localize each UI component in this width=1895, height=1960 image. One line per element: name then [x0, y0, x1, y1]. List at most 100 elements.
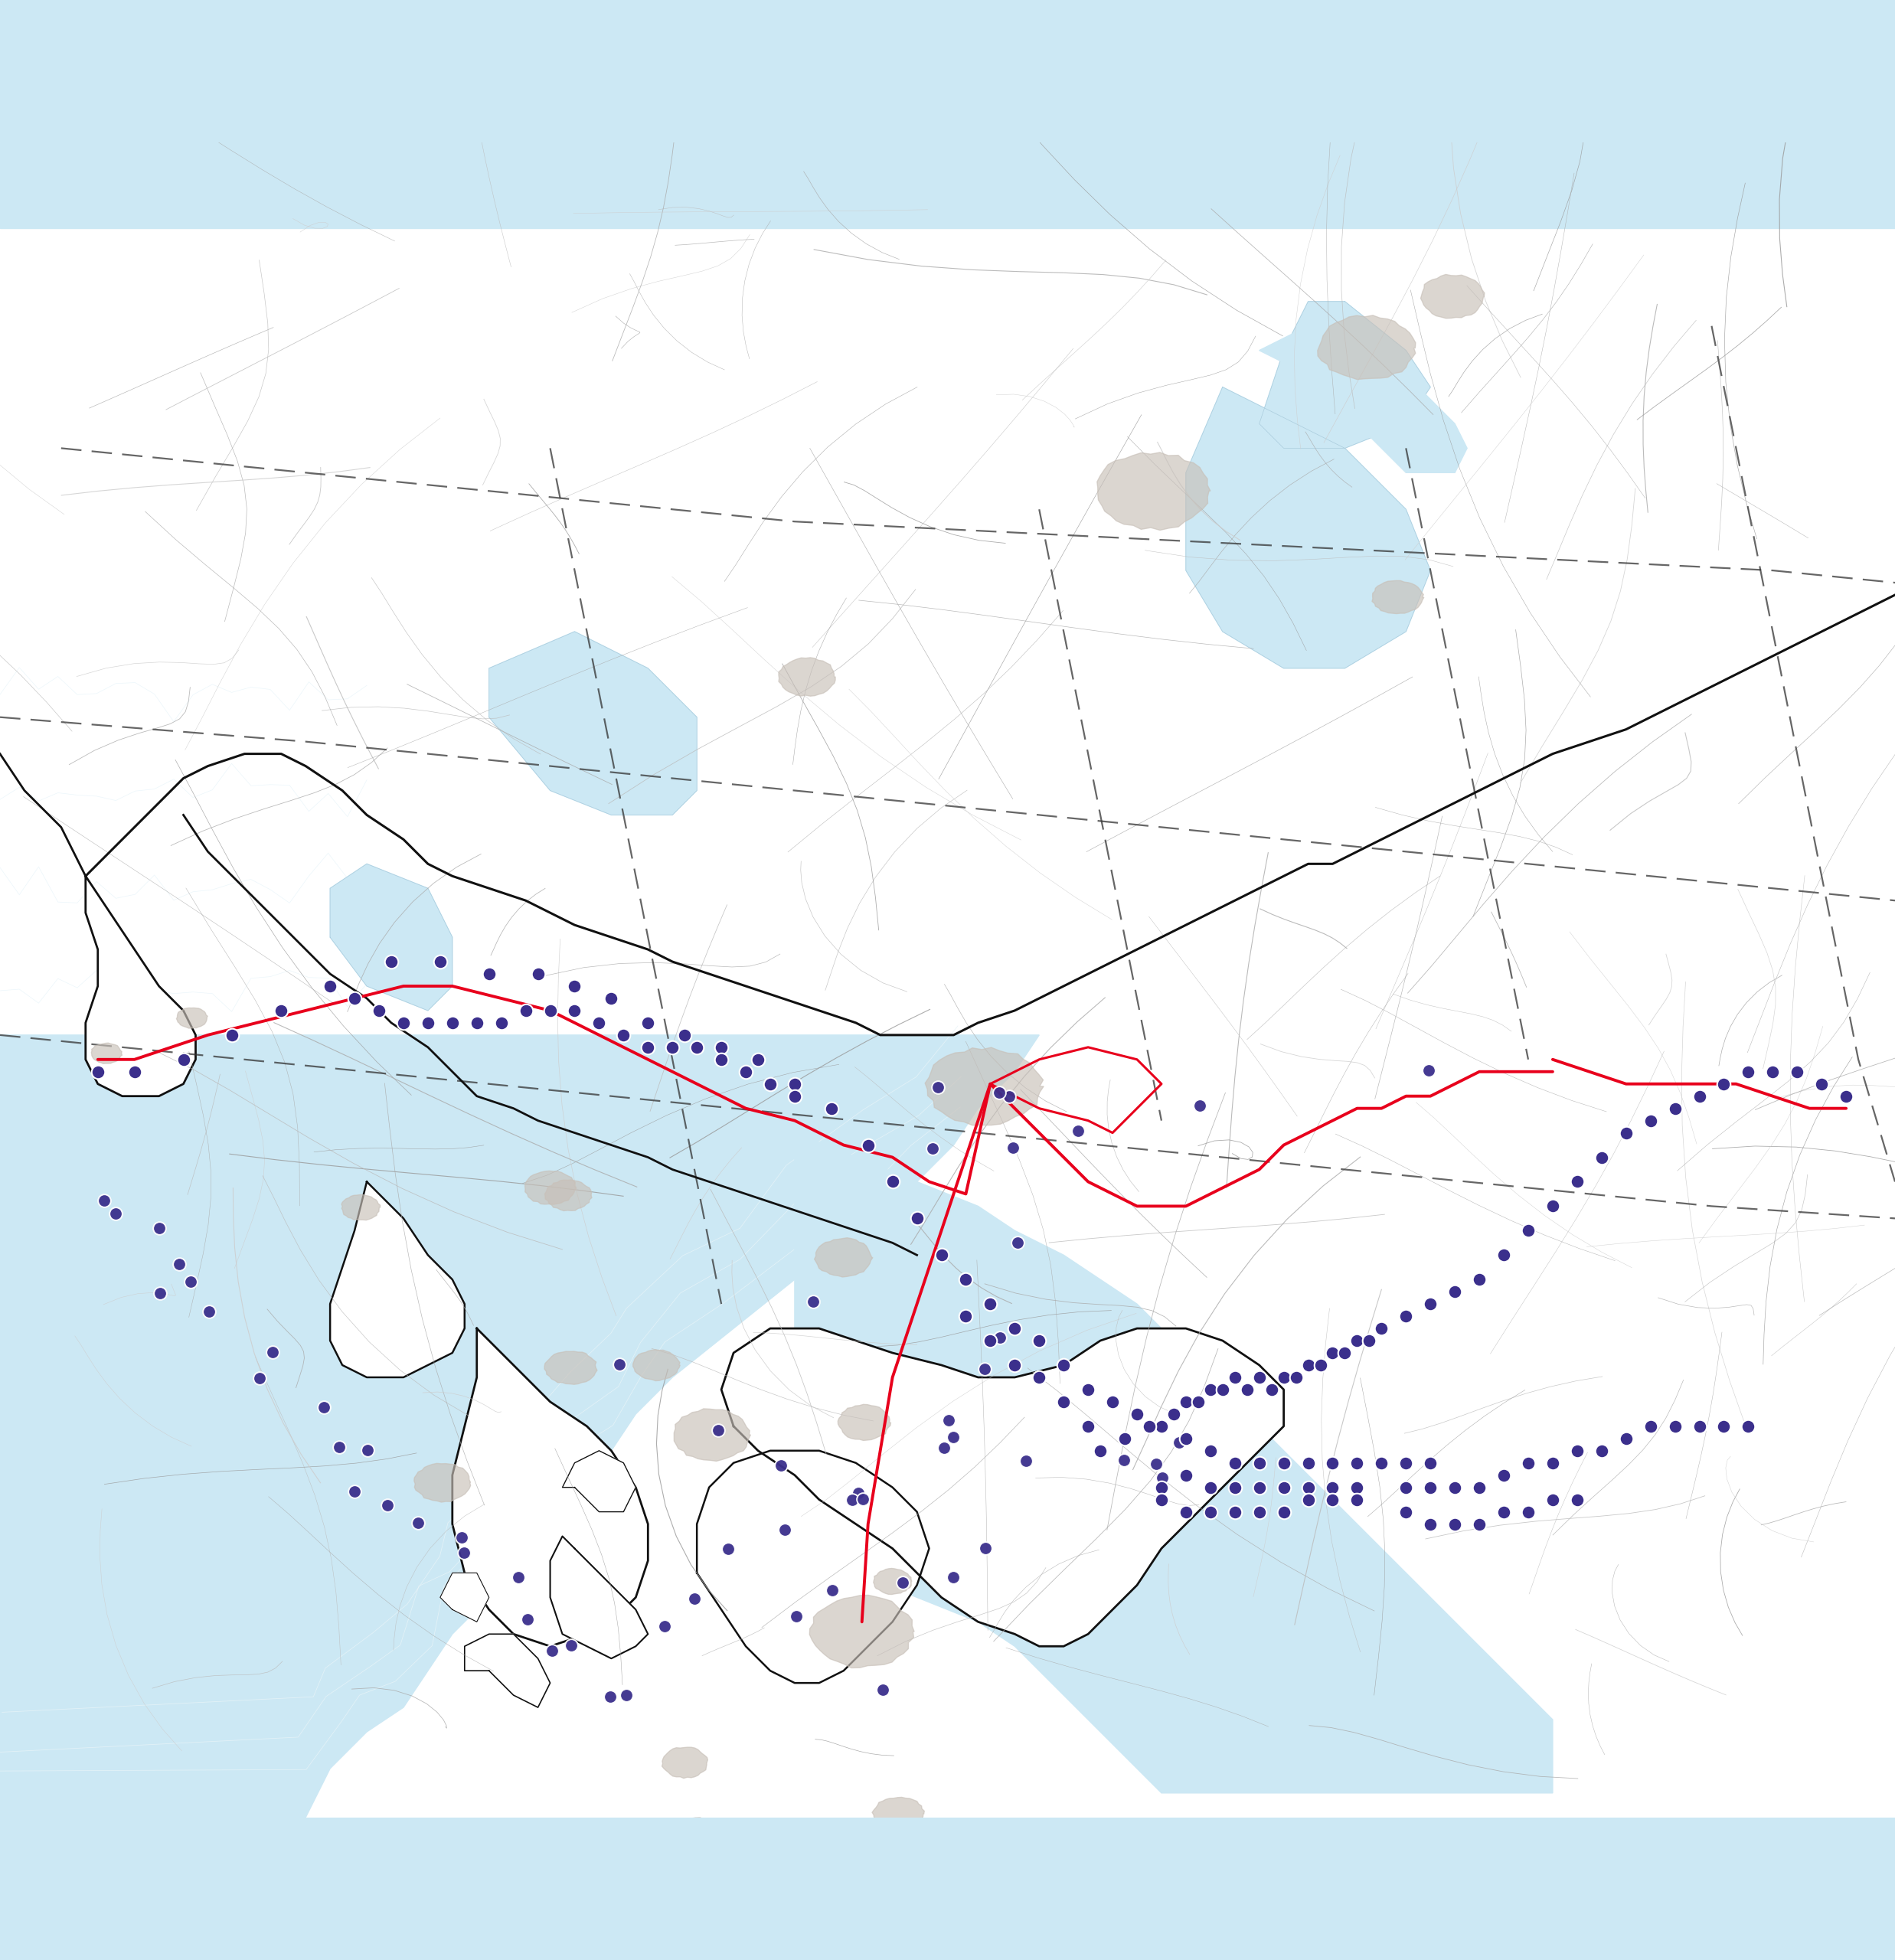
Point — [976, 1288, 1006, 1319]
Point — [817, 1092, 847, 1123]
Point — [923, 1072, 953, 1103]
Point — [766, 1450, 796, 1482]
Point — [1414, 1054, 1444, 1086]
Polygon shape — [440, 1574, 489, 1621]
Point — [1757, 1056, 1787, 1088]
Polygon shape — [453, 1329, 648, 1646]
Point — [1146, 1472, 1177, 1503]
Point — [707, 1045, 737, 1076]
Point — [1317, 1472, 1347, 1503]
Point — [1635, 1411, 1666, 1443]
Point — [1184, 1090, 1215, 1121]
Point — [633, 1031, 663, 1062]
Point — [1489, 1495, 1520, 1527]
Point — [1146, 1462, 1177, 1494]
Point — [523, 958, 553, 990]
Polygon shape — [838, 1405, 891, 1441]
Point — [1391, 1301, 1421, 1333]
Point — [1561, 1435, 1592, 1466]
Point — [1317, 1484, 1347, 1515]
Point — [743, 1045, 773, 1076]
Point — [1292, 1484, 1323, 1515]
Point — [1158, 1397, 1188, 1429]
Point — [769, 1513, 800, 1544]
Polygon shape — [671, 1817, 722, 1850]
Polygon shape — [1372, 580, 1423, 613]
Point — [929, 1433, 959, 1464]
Point — [1141, 1448, 1171, 1480]
Point — [1561, 1484, 1592, 1515]
Point — [1171, 1460, 1201, 1492]
Point — [976, 1325, 1006, 1356]
Point — [1635, 1105, 1666, 1137]
Polygon shape — [464, 1635, 550, 1707]
Point — [917, 1133, 948, 1164]
Point — [1086, 1435, 1116, 1466]
Point — [1537, 1484, 1567, 1515]
Point — [1245, 1446, 1275, 1478]
Point — [534, 996, 565, 1027]
Point — [1048, 1348, 1078, 1380]
Point — [1465, 1472, 1495, 1503]
Polygon shape — [176, 1007, 208, 1029]
Point — [1806, 1068, 1836, 1100]
Point — [1023, 1325, 1054, 1356]
Point — [165, 1249, 195, 1280]
Point — [1440, 1276, 1471, 1307]
Point — [502, 1562, 532, 1593]
Point — [1366, 1313, 1397, 1345]
Point — [1232, 1374, 1262, 1405]
Point — [1196, 1435, 1226, 1466]
Point — [605, 1348, 635, 1380]
Point — [1512, 1495, 1543, 1527]
Point — [193, 1296, 224, 1327]
Point — [868, 1674, 898, 1705]
Polygon shape — [550, 1537, 648, 1658]
Point — [1416, 1509, 1446, 1541]
Point — [1512, 1446, 1543, 1478]
Point — [1355, 1325, 1385, 1356]
Point — [633, 1007, 663, 1039]
Point — [1342, 1484, 1372, 1515]
Point — [1122, 1397, 1152, 1429]
Point — [510, 996, 540, 1027]
Point — [1171, 1386, 1201, 1417]
Point — [1109, 1445, 1139, 1476]
Point — [364, 996, 394, 1027]
Point — [1164, 1427, 1194, 1458]
Point — [315, 970, 345, 1002]
Point — [1220, 1495, 1251, 1527]
Point — [447, 1521, 478, 1552]
Point — [713, 1533, 743, 1564]
Point — [993, 1080, 1023, 1111]
Point — [707, 1031, 737, 1062]
Point — [1709, 1411, 1740, 1443]
Point — [1097, 1386, 1128, 1417]
Point — [1146, 1411, 1177, 1443]
Point — [424, 947, 455, 978]
Point — [779, 1068, 809, 1100]
Point — [146, 1278, 176, 1309]
Point — [339, 982, 370, 1013]
Polygon shape — [525, 1170, 576, 1205]
Point — [1342, 1472, 1372, 1503]
Point — [1440, 1472, 1471, 1503]
Polygon shape — [563, 1450, 635, 1511]
Point — [843, 1478, 874, 1509]
Point — [1292, 1348, 1323, 1380]
Point — [682, 1031, 713, 1062]
Point — [559, 970, 589, 1002]
Point — [1196, 1374, 1226, 1405]
Point — [1196, 1472, 1226, 1503]
Point — [1292, 1446, 1323, 1478]
Point — [1245, 1495, 1275, 1527]
Point — [595, 1682, 625, 1713]
Point — [324, 1431, 354, 1462]
Point — [1391, 1472, 1421, 1503]
Point — [169, 1045, 199, 1076]
Polygon shape — [1260, 302, 1431, 449]
Polygon shape — [722, 1329, 1283, 1646]
Point — [1268, 1446, 1298, 1478]
Point — [1268, 1495, 1298, 1527]
Polygon shape — [779, 659, 836, 696]
